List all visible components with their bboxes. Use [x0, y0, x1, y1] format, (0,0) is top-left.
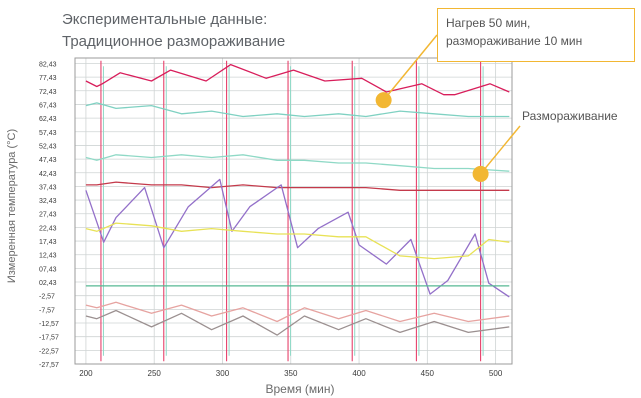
y-tick-label: 07,43: [39, 266, 57, 273]
chart-subtitle: Традиционное размораживание: [62, 33, 286, 50]
y-tick-label: 52,43: [39, 143, 57, 150]
y-tick-label: -2,57: [39, 294, 55, 301]
y-tick-label: 67,43: [39, 102, 57, 109]
callout-heating-line2: размораживание 10 мин: [446, 34, 583, 48]
callout-heating: Нагрев 50 мин, размораживание 10 мин: [437, 8, 635, 62]
leader-line-heating: [383, 34, 438, 101]
y-tick-label: 32,43: [39, 198, 57, 205]
y-tick-label: 47,43: [39, 157, 57, 164]
y-tick-label: -22,57: [39, 348, 59, 355]
x-tick-labels: 200 250 300 350 400 450 500: [79, 369, 503, 378]
chart-title: Экспериментальные данные:: [62, 11, 268, 28]
series-line-6: [85, 222, 510, 260]
series-line-2: [85, 102, 510, 118]
series-lines: [85, 63, 510, 336]
x-tick-label: 200: [79, 369, 93, 378]
marker-defrost: [472, 165, 489, 182]
x-tick-label: 300: [216, 369, 230, 378]
x-axis-label: Время (мин): [265, 382, 335, 396]
y-tick-label: -17,57: [39, 335, 59, 342]
callout-defrost: Размораживание: [522, 109, 618, 123]
y-axis-label: Измеренная температура (°C): [6, 128, 18, 284]
y-tick-label: 42,43: [39, 171, 57, 178]
series-line-8: [85, 301, 510, 323]
marker-heating: [375, 92, 392, 109]
annotation-markers: [375, 34, 521, 182]
y-tick-label: 82,43: [39, 61, 57, 68]
y-tick-label: 72,43: [39, 89, 57, 96]
x-tick-label: 500: [489, 369, 503, 378]
gridlines: [75, 58, 512, 365]
y-tick-label: 37,43: [39, 184, 57, 191]
x-tick-label: 250: [148, 369, 162, 378]
y-tick-label: 17,43: [39, 239, 57, 246]
callout-heating-line1: Нагрев 50 мин,: [446, 16, 531, 30]
defrost-spikes: [100, 60, 484, 362]
series-line-3: [85, 154, 510, 172]
series-line-1: [85, 63, 510, 96]
y-tick-label: 12,43: [39, 253, 57, 260]
y-tick-label: 62,43: [39, 116, 57, 123]
y-tick-label: 22,43: [39, 225, 57, 232]
y-tick-label: -7,57: [39, 307, 55, 314]
y-tick-label: 77,43: [39, 75, 57, 82]
y-tick-label: -12,57: [39, 321, 59, 328]
series-line-5: [85, 178, 510, 298]
y-tick-label: 27,43: [39, 212, 57, 219]
y-tick-label: 57,43: [39, 130, 57, 137]
y-tick-label: 02,43: [39, 280, 57, 287]
series-line-9: [85, 309, 510, 336]
plot-frame: [74, 57, 513, 365]
leader-line-defrost: [480, 125, 521, 175]
y-tick-label: -27,57: [39, 362, 59, 369]
x-tick-label: 450: [421, 369, 435, 378]
y-tick-labels: 82,43 77,43 72,43 67,43 62,43 57,43 52,43 47,43…: [39, 61, 59, 369]
x-tick-label: 400: [352, 369, 366, 378]
x-tick-label: 350: [284, 369, 298, 378]
